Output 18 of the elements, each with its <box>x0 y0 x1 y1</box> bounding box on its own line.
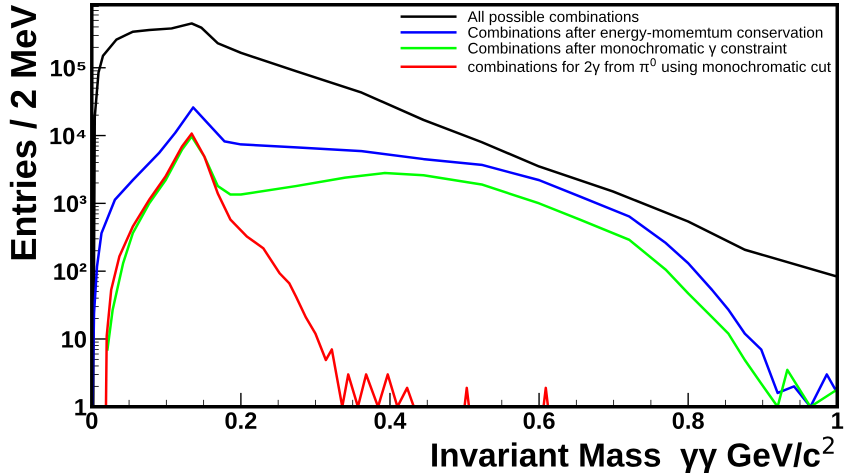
x-tick-label: 0.4 <box>374 412 406 429</box>
legend-label: combinations for 2γ from π$^{0}$ using monochromatic cut <box>468 58 831 76</box>
x-tick-label: 1 <box>832 412 844 429</box>
y-tick-label: 10² <box>54 263 86 280</box>
y-tick-label: 10⁵ <box>51 60 86 77</box>
legend-label: All possible combinations <box>468 10 639 26</box>
legend-label: Combinations after energy-momemtum conservation <box>468 26 822 41</box>
x-axis-title: Invariant Mass γγ GeV/c$^{2}$ <box>432 436 834 473</box>
legend-label: Combinations after monochromatic γ constraint <box>468 42 787 57</box>
y-axis-title: Entries / 2 MeV <box>10 4 37 260</box>
x-tick-label: 0.2 <box>225 412 256 429</box>
x-tick-label: 0 <box>86 412 98 429</box>
x-tick-label: 0.6 <box>524 412 555 429</box>
y-tick-label: 10 <box>62 331 86 348</box>
y-tick-label: 10³ <box>54 195 86 212</box>
x-tick-label: 0.8 <box>672 412 704 429</box>
y-tick-label: 1 <box>75 399 86 416</box>
y-tick-label: 10⁴ <box>50 128 86 144</box>
